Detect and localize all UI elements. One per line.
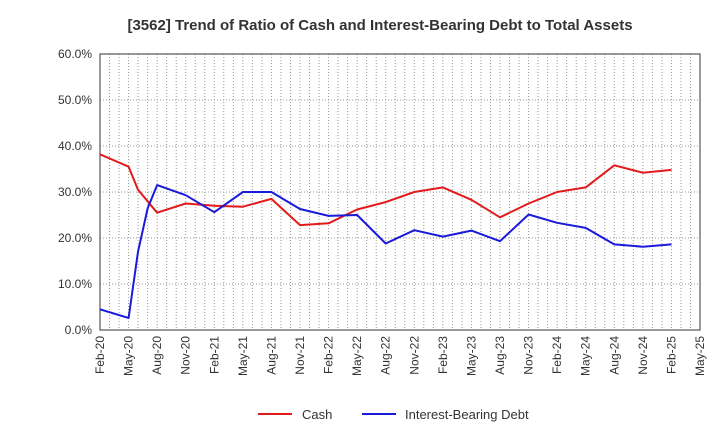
y-axis: 0.0% 10.0% 20.0% 30.0% 40.0% 50.0% 60.0%: [58, 47, 92, 337]
y-tick-label: 0.0%: [65, 323, 93, 337]
chart-title: [3562] Trend of Ratio of Cash and Intere…: [127, 17, 632, 34]
x-tick-label: May-23: [464, 336, 478, 376]
x-axis: Feb-20 May-20 Aug-20 Nov-20 Feb-21 May-21 Aug-…: [93, 336, 707, 376]
x-tick-label: Nov-22: [407, 336, 421, 375]
series-layer: [99, 153, 672, 319]
y-tick-label: 20.0%: [58, 231, 92, 245]
x-tick-label: May-20: [122, 336, 136, 376]
x-tick-label: Feb-21: [207, 336, 221, 374]
series-line-cash: [99, 153, 672, 227]
x-tick-label: Feb-24: [550, 336, 564, 374]
x-tick-label: Nov-21: [293, 336, 307, 375]
y-tick-label: 30.0%: [58, 185, 92, 199]
x-tick-label: May-25: [693, 336, 707, 376]
x-tick-label: May-21: [236, 336, 250, 376]
x-tick-label: Aug-22: [379, 336, 393, 375]
y-tick-label: 10.0%: [58, 277, 92, 291]
x-tick-label: Aug-20: [150, 336, 164, 375]
y-tick-label: 60.0%: [58, 47, 92, 61]
legend: Cash Interest-Bearing Debt: [258, 407, 529, 422]
x-tick-label: Feb-20: [93, 336, 107, 374]
legend-label-debt: Interest-Bearing Debt: [405, 407, 529, 422]
x-tick-label: May-24: [579, 336, 593, 376]
x-tick-label: Feb-23: [436, 336, 450, 374]
legend-label-cash: Cash: [302, 407, 332, 422]
x-tick-label: May-22: [350, 336, 364, 376]
grid-lines: [100, 54, 700, 330]
x-tick-label: Aug-21: [264, 336, 278, 375]
x-tick-label: Nov-24: [636, 336, 650, 375]
x-tick-label: Feb-25: [664, 336, 678, 374]
x-tick-label: Feb-22: [322, 336, 336, 374]
x-tick-label: Aug-24: [607, 336, 621, 375]
y-tick-label: 50.0%: [58, 93, 92, 107]
x-tick-label: Aug-23: [493, 336, 507, 375]
series-line-interest-bearing-debt: [99, 184, 672, 319]
x-tick-label: Nov-20: [179, 336, 193, 375]
y-tick-label: 40.0%: [58, 139, 92, 153]
plot-area-border: [99, 53, 701, 331]
x-tick-label: Nov-23: [522, 336, 536, 375]
